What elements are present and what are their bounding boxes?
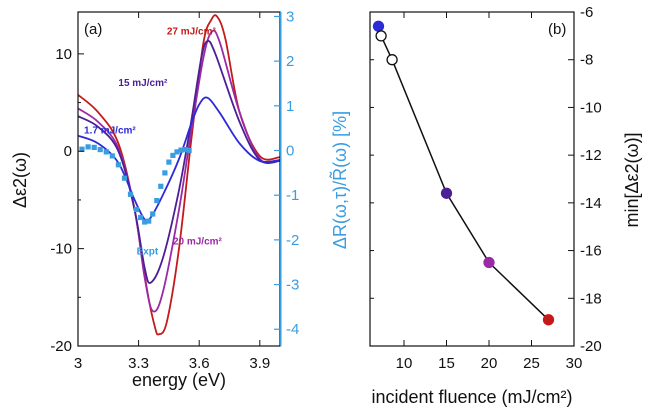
panel-a-expt-point	[150, 211, 155, 216]
panel-a-annotation-f20: 20 mJ/cm²	[173, 237, 223, 248]
panel-a-expt-point	[154, 198, 159, 203]
panel-a-right-y-ticks: -4 -3 -2 -1 0 1 2 3	[274, 8, 299, 338]
panel-a-right-y-tick-label: -3	[286, 277, 299, 294]
panel-b-point	[544, 315, 554, 325]
panel-a-series-line-f20	[78, 30, 280, 311]
panel-a-expt-point	[92, 145, 97, 150]
panel-a-x-ticks: 3 3.3 3.6 3.9	[74, 12, 270, 372]
panel-a-expt-point	[138, 215, 143, 220]
panel-a-expt-point	[146, 219, 151, 224]
panel-a-expt-point	[158, 184, 163, 189]
panel-b-points-group	[374, 21, 554, 325]
panel-a-left-y-tick-label: 10	[55, 46, 72, 63]
panel-a-left-y-tick-label: 0	[64, 143, 72, 160]
panel-a-right-y-tick-label: 0	[286, 143, 294, 160]
panel-a-left-y-axis-title: Δε2(ω)	[10, 152, 30, 208]
panel-b-y-ticks: -20 -18 -16 -14 -12 -10 -8 -6	[370, 4, 602, 355]
panel-a-expt-point	[187, 148, 192, 153]
panel-b-chart: 10 15 20 25 30 -20 -18 -16 -14 -12 -10 -8 -6 (b) in…	[370, 4, 642, 407]
panel-a-expt-point	[104, 149, 109, 154]
panel-a-expt-point	[86, 144, 91, 149]
panel-a-right-y-tick-label: -2	[286, 232, 299, 249]
panel-b-point	[442, 188, 452, 198]
panel-b-line-group	[379, 26, 549, 320]
panel-b-y-tick-label: -10	[580, 99, 602, 116]
panel-a-annotations: 27 mJ/cm² 15 mJ/cm² 1.7 mJ/cm² 20 mJ/cm² Exp…	[84, 26, 222, 257]
panel-a-frame	[78, 12, 280, 346]
panel-a-right-y-tick-label: 3	[286, 8, 294, 25]
panel-a-expt-point	[128, 192, 133, 197]
panel-b-y-tick-label: -16	[580, 243, 602, 260]
panel-b-x-tick-label: 30	[566, 355, 583, 372]
panel-b-x-tick-label: 25	[523, 355, 540, 372]
panel-b-point	[387, 55, 397, 65]
panel-b-point	[374, 21, 384, 31]
panel-a-left-y-ticks: -20 -10 0 10	[50, 46, 84, 355]
panel-a-expt-point	[134, 207, 139, 212]
panel-a-x-tick-label: 3.9	[249, 355, 270, 372]
panel-a-right-y-axis-title: ΔR(ω,τ)/R̃(ω) [%]	[329, 111, 350, 249]
panel-b-x-ticks: 10 15 20 25 30	[396, 12, 583, 372]
panel-b-y-tick-label: -12	[580, 147, 602, 164]
panel-b-y-tick-label: -14	[580, 195, 602, 212]
panel-b-tag: (b)	[548, 21, 566, 38]
panel-b-frame	[370, 12, 574, 346]
panel-a-annotation-f15: 15 mJ/cm²	[118, 78, 168, 89]
panel-a-tag: (a)	[84, 21, 102, 38]
panel-b-y-tick-label: -8	[580, 52, 593, 69]
panel-a-right-y-tick-label: 2	[286, 53, 294, 70]
panel-a-annotation-expt: Expt	[137, 246, 159, 257]
panel-a-expt-point	[122, 176, 127, 181]
panel-b-x-tick-label: 10	[396, 355, 413, 372]
panel-a-series-group	[78, 15, 280, 334]
panel-b-point	[376, 31, 386, 41]
panel-a-x-axis-title: energy (eV)	[132, 370, 226, 390]
panel-b-x-tick-label: 20	[481, 355, 498, 372]
panel-b-point	[484, 258, 494, 268]
panel-a-annotation-f27: 27 mJ/cm²	[167, 26, 217, 37]
panel-a-expt-point	[98, 147, 103, 152]
panel-a-series-line-f27	[78, 15, 280, 334]
panel-a-expt-point	[116, 162, 121, 167]
panel-b-trend-line	[379, 26, 549, 320]
panel-a-expt-point	[110, 153, 115, 158]
panel-a-right-y-tick-label: 1	[286, 98, 294, 115]
panel-b-y-tick-label: -20	[580, 338, 602, 355]
panel-a-expt-point	[162, 170, 167, 175]
panel-b-x-axis-title: incident fluence (mJ/cm²)	[371, 387, 572, 407]
panel-a-left-y-tick-label: -10	[50, 241, 72, 258]
panel-b-y-tick-label: -6	[580, 4, 593, 21]
panel-a-right-y-tick-label: -4	[286, 321, 299, 338]
panel-a-series-line-f17	[78, 97, 280, 221]
panel-a-right-y-tick-label: -1	[286, 187, 299, 204]
panel-a-annotation-f17: 1.7 mJ/cm²	[84, 126, 136, 137]
panel-b-y-axis-title: min[Δε2(ω)]	[622, 132, 642, 227]
panel-a-x-tick-label: 3	[74, 355, 82, 372]
panel-b-x-tick-label: 15	[438, 355, 455, 372]
panel-b-y-tick-label: -18	[580, 290, 602, 307]
panel-a-left-y-tick-label: -20	[50, 338, 72, 355]
panel-a-right-axis	[280, 12, 282, 346]
panel-a-expt-point	[166, 160, 171, 165]
